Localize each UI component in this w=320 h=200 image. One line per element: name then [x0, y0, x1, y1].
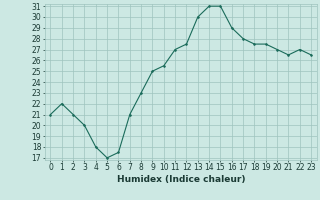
- X-axis label: Humidex (Indice chaleur): Humidex (Indice chaleur): [116, 175, 245, 184]
